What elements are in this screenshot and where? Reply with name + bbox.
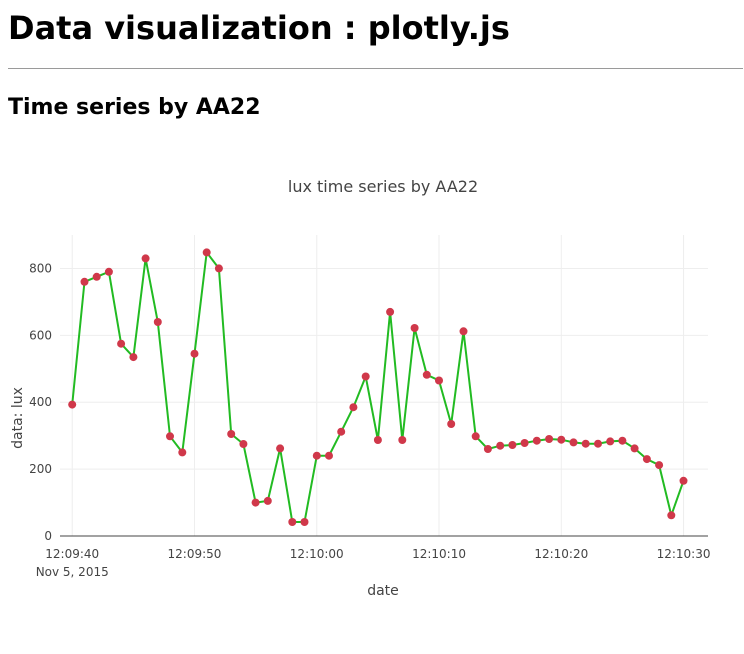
data-point [679, 476, 688, 485]
x-tick-label: 12:10:20 [534, 547, 588, 561]
data-point [251, 498, 260, 507]
data-point [569, 438, 578, 447]
data-point [630, 444, 639, 453]
x-axis-ticks: 12:09:40 Nov 5, 2015 12:09:50 12:10:00 12:10… [36, 547, 711, 579]
lux-chart: lux time series by AA22 0 200 400 600 800 12… [10, 177, 711, 599]
data-point [239, 440, 248, 448]
data-point [459, 327, 468, 336]
data-point [532, 436, 541, 445]
data-point [288, 518, 297, 526]
grid-lines [60, 235, 708, 536]
data-point [373, 436, 382, 444]
data-point [117, 339, 126, 348]
data-point [104, 267, 113, 276]
data-point [263, 496, 272, 505]
data-point [178, 448, 187, 457]
data-point [325, 451, 333, 460]
data-point [642, 455, 651, 464]
x-tick-label: 12:10:00 [290, 547, 344, 561]
data-point [545, 435, 554, 443]
data-point [386, 307, 395, 316]
data-point [410, 324, 419, 332]
data-point [398, 436, 407, 444]
data-point [129, 353, 138, 362]
data-point [349, 403, 358, 412]
section-title: Time series by AA22 [8, 95, 261, 120]
data-markers [68, 248, 688, 526]
y-tick-label: 600 [29, 328, 52, 342]
data-point [557, 435, 566, 444]
data-point [214, 264, 223, 273]
data-point [190, 349, 199, 358]
data-point [337, 427, 346, 436]
data-point [471, 432, 480, 441]
data-point [276, 444, 285, 453]
page-title: Data visualization : plotly.js [8, 9, 510, 47]
x-tick-label: 12:09:50 [168, 547, 222, 561]
data-point [508, 441, 517, 449]
data-point [227, 430, 236, 438]
data-point [520, 439, 529, 447]
data-point [153, 318, 162, 326]
data-point [655, 461, 664, 470]
chart-title: lux time series by AA22 [288, 177, 478, 196]
data-point [667, 511, 676, 520]
y-tick-label: 0 [44, 529, 52, 543]
data-point [422, 370, 431, 379]
x-tick-label: 12:09:40 [45, 547, 99, 561]
data-point [606, 437, 615, 446]
data-point [166, 432, 174, 441]
data-point [581, 439, 590, 448]
data-point [300, 518, 309, 526]
y-axis-ticks: 0 200 400 600 800 [29, 261, 52, 543]
data-point [202, 248, 211, 257]
y-tick-label: 800 [29, 261, 52, 275]
data-point [92, 272, 101, 281]
x-axis-label: date [367, 583, 399, 599]
data-point [594, 439, 602, 448]
y-axis-label: data: lux [10, 387, 26, 449]
x-tick-date-label: Nov 5, 2015 [36, 565, 109, 579]
data-point [447, 420, 456, 428]
data-point [483, 445, 492, 453]
x-tick-label: 12:10:30 [657, 547, 711, 561]
data-point [618, 436, 627, 445]
data-point [141, 254, 150, 263]
y-tick-label: 400 [29, 395, 52, 409]
data-point [312, 451, 321, 460]
data-point [80, 277, 89, 286]
data-point [435, 376, 443, 385]
data-point [361, 372, 370, 381]
chart-container: lux time series by AA22 0 200 400 600 800 12… [0, 150, 744, 620]
x-tick-label: 12:10:10 [412, 547, 466, 561]
series-line [71, 249, 685, 523]
data-point [68, 400, 77, 409]
divider [8, 68, 743, 69]
data-point [496, 441, 505, 450]
y-tick-label: 200 [29, 462, 52, 476]
